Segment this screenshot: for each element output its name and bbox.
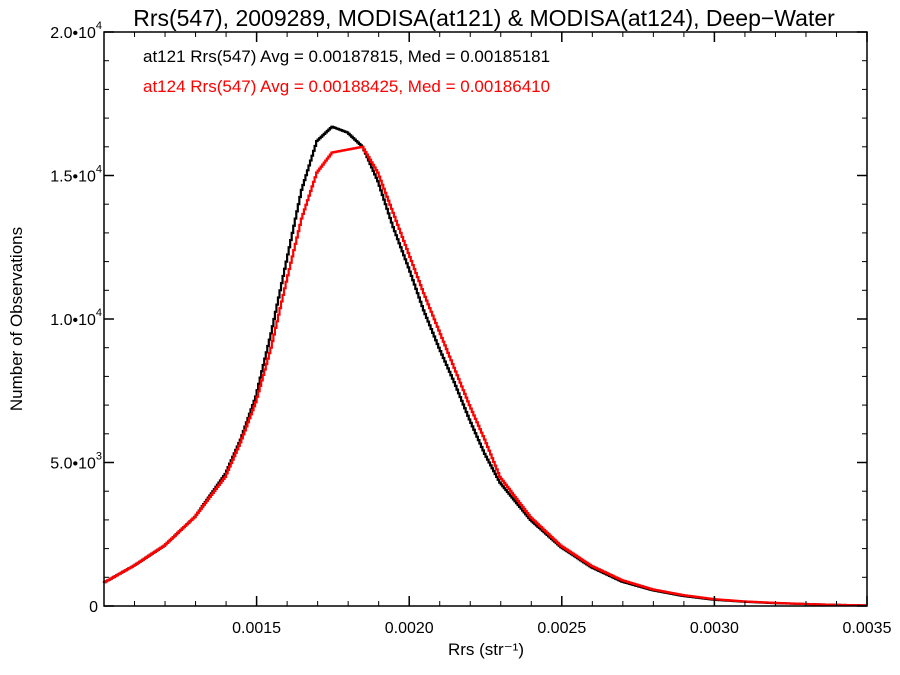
chart-title: Rrs(547), 2009289, MODISA(at121) & MODIS… — [133, 5, 835, 31]
y-tick-label: 1.0•104 — [50, 307, 102, 329]
x-tick-label: 0.0015 — [232, 620, 281, 637]
x-tick-label: 0.0020 — [385, 620, 434, 637]
x-tick-label: 0.0030 — [690, 620, 739, 637]
x-tick-label: 0.0035 — [843, 620, 892, 637]
series-layer — [102, 125, 867, 607]
annotation-at124: at124 Rrs(547) Avg = 0.00188425, Med = 0… — [143, 77, 550, 96]
x-tick-label: 0.0025 — [537, 620, 586, 637]
plot-area: 0.0015 0.0020 0.0025 0.0030 0.0035 0 5.0•103 1… — [50, 20, 891, 637]
series-line-at124 — [102, 145, 867, 607]
y-tick-label: 5.0•103 — [50, 451, 102, 473]
annotation-at121: at121 Rrs(547) Avg = 0.00187815, Med = 0… — [143, 47, 550, 66]
x-axis-ticks: 0.0015 0.0020 0.0025 0.0030 0.0035 — [134, 32, 892, 637]
y-tick-label: 1.5•104 — [50, 164, 102, 186]
y-tick-label: 2.0•104 — [50, 20, 102, 42]
y-axis-ticks: 0 5.0•103 1.0•104 1.5•104 2.0•104 — [50, 20, 867, 616]
y-axis-label: Number of Observations — [7, 227, 26, 411]
x-axis-label: Rrs (str⁻¹) — [448, 640, 524, 659]
y-tick-label: 0 — [89, 599, 98, 616]
